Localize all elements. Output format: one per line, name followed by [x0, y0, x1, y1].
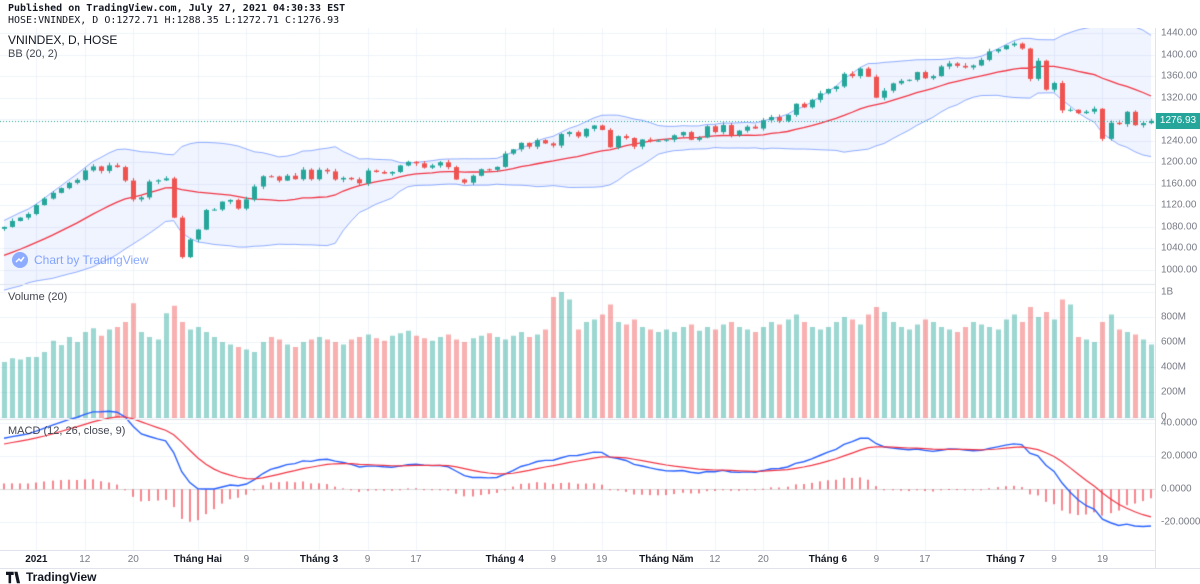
- symbol-legend[interactable]: VNINDEX, D, HOSE: [8, 33, 118, 47]
- time-axis-month-label: 2021: [25, 554, 48, 565]
- time-axis[interactable]: 2021 12 20 Tháng Hai 9 Tháng 3 9 17 Tháng 4 9 19 Th…: [0, 550, 1200, 569]
- volume-tick-label: 400M: [1161, 361, 1187, 373]
- time-axis-day-label: 12: [79, 554, 91, 565]
- time-axis-month-label: Tháng 4: [485, 554, 524, 565]
- volume-tick-label: 1B: [1161, 286, 1174, 298]
- brand-label: TradingView: [26, 570, 97, 584]
- published-info: Published on TradingView.com, July 27, 2…: [8, 3, 346, 14]
- macd-indicator-legend[interactable]: MACD (12, 26, close, 9): [8, 425, 126, 437]
- time-axis-day-label: 9: [550, 554, 557, 565]
- time-axis-day-label: 19: [596, 554, 608, 565]
- time-axis-day-label: 20: [127, 554, 139, 565]
- time-axis-day-label: 9: [243, 554, 250, 565]
- time-axis-day-label: 9: [873, 554, 880, 565]
- volume-indicator-legend[interactable]: Volume (20): [8, 291, 68, 303]
- price-tick-label: 1440.00: [1161, 27, 1198, 39]
- time-axis-day-label: 17: [410, 554, 422, 565]
- time-axis-day-label: 19: [1096, 554, 1109, 565]
- volume-tick-label: 800M: [1161, 311, 1187, 323]
- chart-canvas[interactable]: [0, 28, 1155, 550]
- tradingview-watermark-icon: [12, 252, 28, 268]
- volume-tick-label: 600M: [1161, 336, 1187, 348]
- header: Published on TradingView.com, July 27, 2…: [0, 0, 1200, 28]
- watermark-label: Chart by TradingView: [34, 253, 149, 267]
- tradingview-brand-link[interactable]: TradingView: [6, 570, 96, 584]
- price-tick-label: 1200.00: [1161, 156, 1198, 168]
- macd-tick-label: 40.0000: [1161, 417, 1198, 429]
- price-tick-label: 1120.00: [1161, 199, 1197, 211]
- time-axis-day-label: 9: [364, 554, 371, 565]
- time-axis-day-label: 17: [919, 554, 931, 565]
- bb-indicator-legend[interactable]: BB (20, 2): [8, 48, 58, 60]
- symbol-ohlc-info: HOSE:VNINDEX, D O:1272.71 H:1288.35 L:12…: [8, 15, 340, 26]
- price-tick-label: 1400.00: [1161, 49, 1198, 61]
- price-tick-label: 1040.00: [1161, 242, 1198, 254]
- volume-tick-label: 200M: [1161, 386, 1187, 398]
- last-price-badge: 1276.93: [1156, 112, 1200, 129]
- price-tick-label: 1160.00: [1161, 178, 1197, 190]
- price-tick-label: 1240.00: [1161, 135, 1198, 147]
- macd-tick-label: 0.0000: [1161, 483, 1192, 495]
- chart-watermark-link[interactable]: Chart by TradingView: [12, 252, 149, 268]
- footer: TradingView: [0, 568, 1200, 584]
- right-price-axis[interactable]: 1276.93 1440.001400.001360.001320.001280…: [1155, 28, 1200, 568]
- time-axis-day-label: 20: [757, 554, 769, 565]
- price-tick-label: 1360.00: [1161, 70, 1198, 82]
- price-tick-label: 1000.00: [1161, 264, 1198, 276]
- price-tick-label: 1080.00: [1161, 221, 1198, 233]
- price-tick-label: 1320.00: [1161, 92, 1198, 104]
- time-axis-day-label: 12: [709, 554, 721, 565]
- time-axis-month-label: Tháng 3: [299, 554, 339, 565]
- macd-tick-label: 20.0000: [1161, 450, 1198, 462]
- time-axis-month-label: Tháng 7: [986, 554, 1025, 565]
- time-axis-day-label: 9: [1051, 554, 1057, 565]
- time-axis-month-label: Tháng Hai: [173, 554, 223, 565]
- macd-tick-label: -20.0000: [1161, 516, 1200, 528]
- volume-tick-label: 0: [1161, 411, 1167, 423]
- time-axis-month-label: Tháng Năm: [639, 554, 694, 565]
- tradingview-logo-icon: [6, 571, 21, 583]
- time-axis-month-label: Tháng 6: [808, 554, 848, 565]
